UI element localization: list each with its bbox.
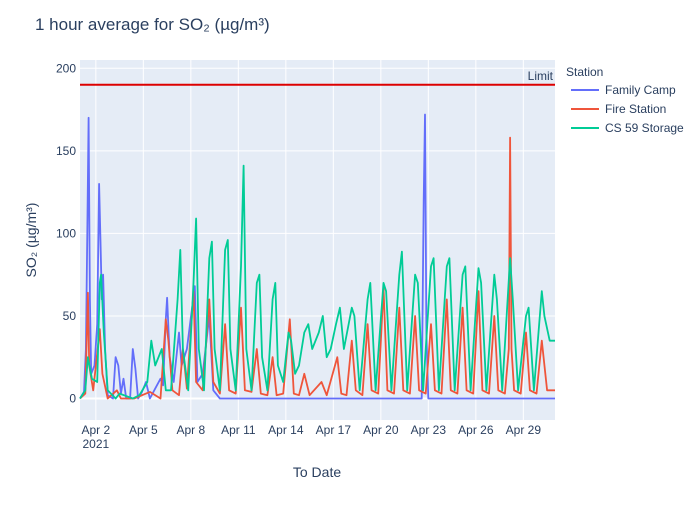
legend-label: Fire Station (605, 102, 666, 116)
y-tick-label: 150 (56, 144, 76, 158)
legend[interactable]: Station Family Camp Fire Station CS 59 Sto… (566, 65, 684, 135)
limit-label: Limit (528, 69, 554, 83)
legend-item[interactable]: CS 59 Storage (571, 121, 684, 135)
chart-title: 1 hour average for SO₂ (µg/m³) (35, 15, 270, 34)
x-tick-label: Apr 5 (129, 423, 158, 437)
y-axis-ticks: 0 50 100 150 200 (56, 61, 76, 405)
legend-items[interactable]: Family Camp Fire Station CS 59 Storage (571, 83, 684, 135)
x-tick-label: Apr 23 (411, 423, 447, 437)
series-line-fire-station (79, 136, 555, 400)
x-tick-label: Apr 26 (458, 423, 494, 437)
legend-title: Station (566, 65, 603, 79)
limit-layer: Limit (80, 69, 555, 86)
y-tick-label: 50 (63, 309, 77, 323)
legend-item[interactable]: Fire Station (571, 102, 666, 116)
y-tick-label: 0 (69, 392, 76, 406)
x-tick-label: Apr 14 (268, 423, 304, 437)
x-tick-label: Apr 8 (176, 423, 205, 437)
series-line-cs-59-storage (79, 164, 555, 400)
y-tick-label: 100 (56, 226, 76, 240)
x-axis-label: To Date (293, 464, 341, 480)
x-tick-label: Apr 2 (81, 423, 110, 437)
legend-label: CS 59 Storage (605, 121, 684, 135)
x-tick-year-label: 2021 (82, 437, 109, 451)
x-tick-label: Apr 20 (363, 423, 399, 437)
series-lines (79, 113, 555, 400)
plot-background (80, 60, 555, 420)
x-tick-label: Apr 11 (221, 423, 256, 437)
y-axis-label: SO₂ (µg/m³) (23, 203, 39, 278)
y-tick-label: 200 (56, 61, 76, 75)
legend-label: Family Camp (605, 83, 676, 97)
x-tick-label: Apr 29 (506, 423, 542, 437)
legend-item[interactable]: Family Camp (571, 83, 676, 97)
x-tick-label: Apr 17 (316, 423, 352, 437)
series-line-family-camp (79, 113, 555, 400)
